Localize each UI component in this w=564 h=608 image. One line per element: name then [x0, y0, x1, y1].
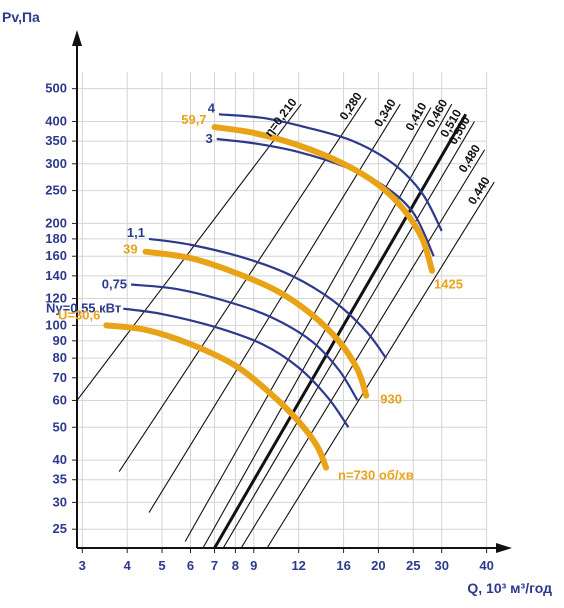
y-tick-label: 500: [45, 81, 67, 96]
y-tick-label: 100: [45, 317, 67, 332]
speed-start-label: U=30,6: [58, 307, 100, 322]
y-tick-label: 90: [53, 333, 67, 348]
speed-curve: [142, 248, 370, 399]
speed-end-label: n=730 об/хв: [338, 468, 414, 483]
speed-curves: [103, 124, 436, 471]
x-tick-label: 5: [158, 558, 165, 573]
x-tick-label: 4: [124, 558, 132, 573]
efficiency-line: [148, 103, 401, 513]
efficiency-line: [222, 121, 475, 548]
speed-curve: [103, 322, 330, 471]
speed-start-label: 39: [123, 242, 137, 257]
efficiency-lines: [77, 97, 495, 548]
x-tick-label: 30: [434, 558, 448, 573]
efficiency-line: [240, 149, 486, 548]
y-tick-label: 400: [45, 113, 67, 128]
y-tick-label: 25: [53, 521, 67, 536]
power-label: 0,75: [102, 277, 127, 292]
y-tick-label: 300: [45, 156, 67, 171]
power-label: 3: [206, 131, 213, 146]
y-axis-arrow: [72, 30, 82, 46]
efficiency-line: [184, 107, 432, 542]
x-tick-label: 16: [336, 558, 350, 573]
efficiency-line: [266, 181, 495, 548]
power-label: 4: [208, 100, 216, 115]
y-tick-label: 35: [53, 472, 67, 487]
efficiency-label: η=0,210: [262, 95, 300, 139]
y-tick-label: 200: [45, 215, 67, 230]
x-tick-label: 20: [371, 558, 385, 573]
y-axis-title: Pv,Па: [2, 9, 40, 25]
x-tick-label: 12: [291, 558, 305, 573]
speed-curve: [211, 124, 436, 274]
y-tick-label: 160: [45, 248, 67, 263]
y-tick-label: 250: [45, 183, 67, 198]
x-axis-arrow: [496, 543, 512, 553]
speed-end-label: 1425: [434, 277, 463, 292]
x-tick-label: 6: [187, 558, 194, 573]
power-curve: [218, 113, 443, 232]
efficiency-line: [77, 103, 302, 401]
x-tick-label: 7: [211, 558, 218, 573]
y-tick-label: 40: [53, 452, 67, 467]
efficiency-line: [118, 97, 367, 472]
x-axis-title: Q, 10³ м³/год: [467, 580, 552, 596]
y-tick-label: 50: [53, 419, 67, 434]
power-curves: [123, 113, 443, 428]
x-tick-label: 25: [406, 558, 420, 573]
y-tick-label: 350: [45, 133, 67, 148]
y-tick-label: 60: [53, 392, 67, 407]
x-tick-label: 9: [250, 558, 257, 573]
x-tick-label: 40: [479, 558, 493, 573]
axes: 2530354050607080901001201401601802002503…: [45, 30, 512, 573]
speed-start-label: 59,7: [181, 112, 206, 127]
y-tick-label: 70: [53, 370, 67, 385]
x-tick-label: 8: [232, 558, 239, 573]
efficiency-line: [213, 113, 468, 548]
power-label: Ny=0,55 кВт: [46, 301, 121, 316]
y-tick-label: 80: [53, 350, 67, 365]
power-curve: [148, 237, 387, 359]
x-tick-label: 3: [79, 558, 86, 573]
speed-end-label: 930: [380, 392, 402, 407]
y-tick-label: 140: [45, 268, 67, 283]
power-curve: [123, 307, 350, 428]
y-tick-label: 120: [45, 291, 67, 306]
y-tick-label: 180: [45, 231, 67, 246]
power-curve: [130, 283, 359, 402]
power-label: 1,1: [127, 225, 145, 240]
y-tick-label: 30: [53, 494, 67, 509]
